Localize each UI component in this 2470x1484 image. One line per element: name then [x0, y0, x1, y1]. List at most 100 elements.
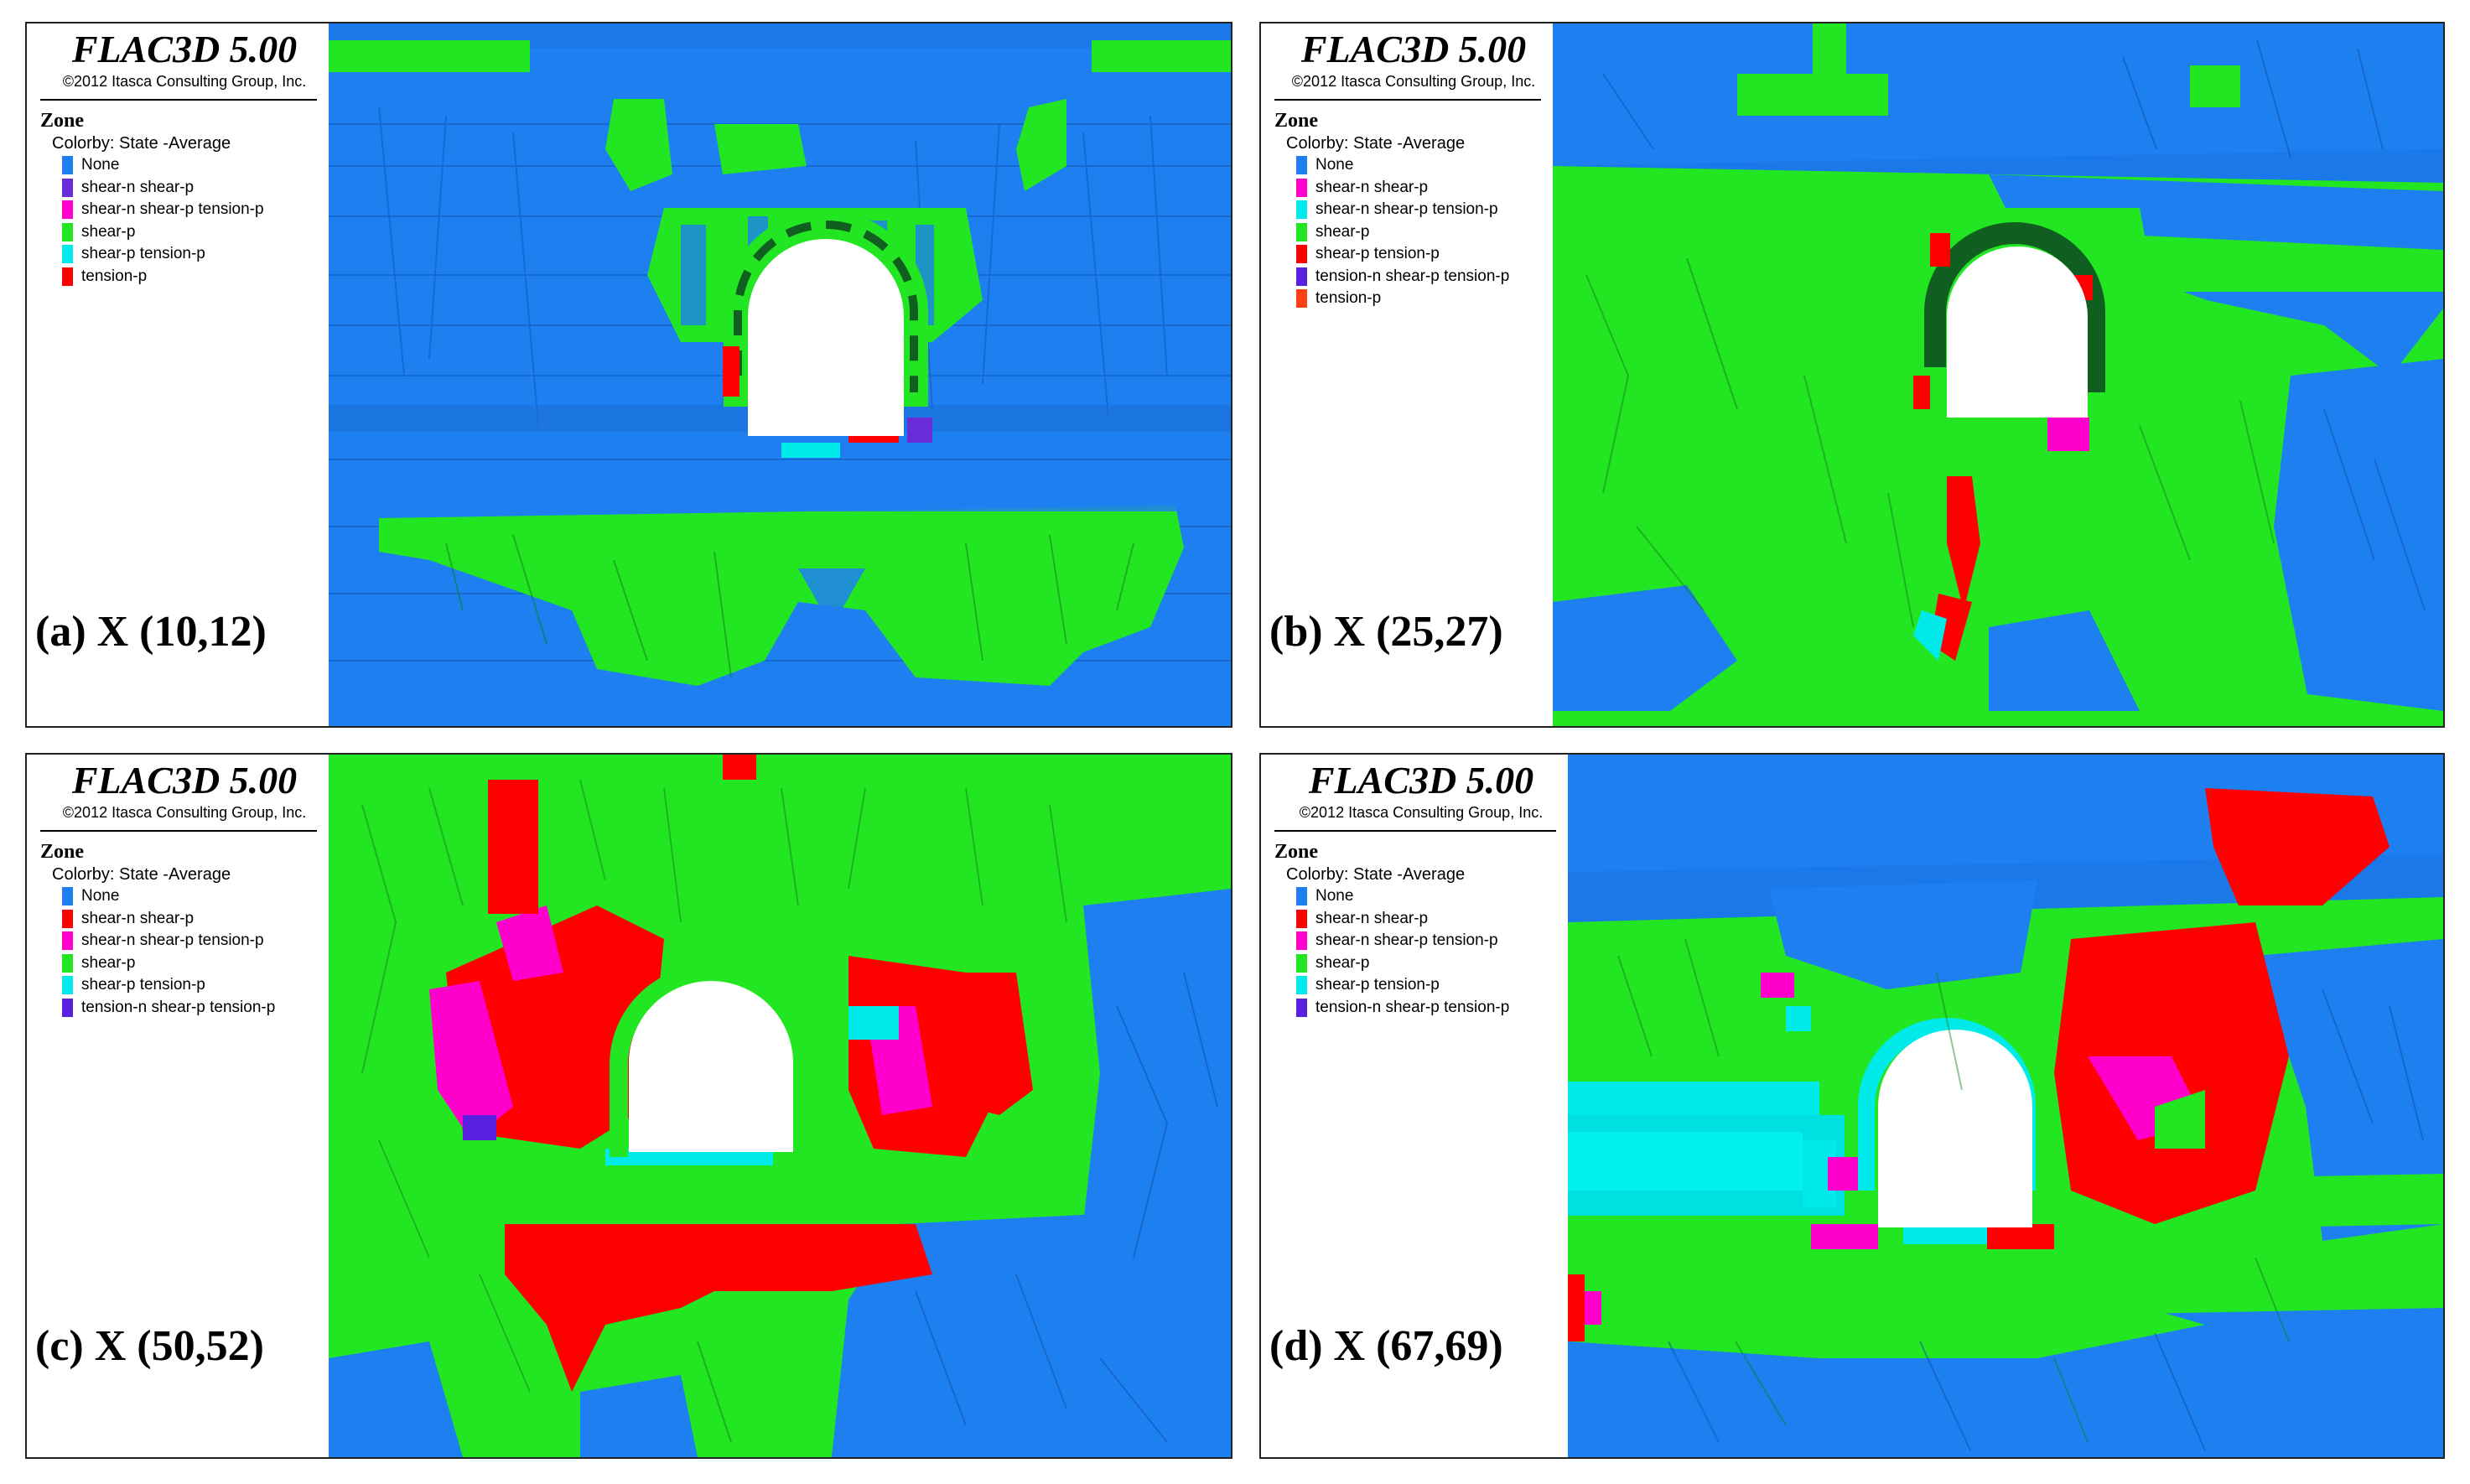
- legend-entry: shear-n shear-p tension-p: [62, 199, 329, 221]
- legend-label: shear-p tension-p: [1315, 976, 1440, 994]
- legend-swatch: [1296, 178, 1307, 197]
- legend-swatch: [62, 887, 73, 906]
- legend-label: shear-p tension-p: [1315, 245, 1440, 262]
- legend-entry: shear-p tension-p: [1296, 243, 1553, 266]
- plot-svg: [1553, 23, 2443, 726]
- legend-b: FLAC3D 5.00 ©2012 Itasca Consulting Grou…: [1261, 23, 1553, 726]
- panel-c: FLAC3D 5.00 ©2012 Itasca Consulting Grou…: [25, 753, 1232, 1459]
- legend-label: None: [81, 156, 120, 174]
- legend-entry: shear-p: [1296, 221, 1553, 244]
- legend-swatch: [62, 156, 73, 175]
- plot-svg: [329, 23, 1231, 726]
- legend-entry: tension-p: [1296, 288, 1553, 310]
- legend-label: shear-n shear-p: [81, 909, 195, 927]
- plot-svg: [329, 755, 1231, 1457]
- state-plot-c: [329, 755, 1231, 1457]
- zone-label: Zone: [40, 110, 85, 132]
- brand-title: FLAC3D 5.00: [71, 759, 298, 802]
- legend-label: tension-n shear-p tension-p: [1315, 998, 1510, 1016]
- legend-entry: shear-n shear-p: [62, 177, 329, 200]
- legend-entries: None shear-n shear-p shear-n shear-p tensi…: [40, 154, 329, 288]
- legend-label: shear-n shear-p: [1315, 909, 1429, 927]
- legend-label: shear-n shear-p: [1315, 178, 1429, 196]
- legend-swatch: [1296, 245, 1307, 264]
- panel-a: FLAC3D 5.00 ©2012 Itasca Consulting Grou…: [25, 22, 1232, 728]
- legend-label: shear-n shear-p tension-p: [81, 200, 264, 218]
- legend-entry: shear-n shear-p: [62, 908, 329, 931]
- brand-title: FLAC3D 5.00: [71, 28, 298, 70]
- legend-entries: None shear-n shear-p shear-n shear-p tensi…: [40, 885, 329, 1019]
- legend-label: tension-n shear-p tension-p: [81, 998, 276, 1016]
- legend-entry: tension-n shear-p tension-p: [1296, 266, 1553, 288]
- legend-entries: None shear-n shear-p shear-n shear-p tensi…: [1274, 154, 1553, 310]
- legend-label: tension-p: [1315, 289, 1382, 307]
- legend-entry: shear-n shear-p tension-p: [1296, 199, 1553, 221]
- legend-entry: shear-p: [62, 952, 329, 975]
- state-plot-a: [329, 23, 1231, 726]
- copyright: ©2012 Itasca Consulting Group, Inc.: [62, 73, 307, 90]
- legend-label: shear-p tension-p: [81, 245, 205, 262]
- legend-entry: tension-p: [62, 266, 329, 288]
- legend-entry: shear-p tension-p: [1296, 974, 1568, 997]
- zone-label: Zone: [1274, 110, 1319, 132]
- legend-label: None: [1315, 156, 1354, 174]
- legend-entry: shear-p tension-p: [62, 974, 329, 997]
- legend-swatch: [62, 976, 73, 995]
- panel-caption: (a) X (10,12): [35, 608, 267, 656]
- legend-swatch: [1296, 909, 1307, 928]
- legend-entry: None: [62, 154, 329, 177]
- legend-entries: None shear-n shear-p shear-n shear-p tensi…: [1274, 885, 1568, 1019]
- legend-swatch: [62, 267, 73, 286]
- legend-label: shear-p: [81, 953, 136, 972]
- panel-d: FLAC3D 5.00 ©2012 Itasca Consulting Grou…: [1259, 753, 2445, 1459]
- legend-label: shear-n shear-p: [81, 178, 195, 196]
- brand-title: FLAC3D 5.00: [1300, 28, 1527, 70]
- legend-label: shear-p: [81, 222, 136, 241]
- legend-swatch: [1296, 976, 1307, 995]
- legend-divider: [1274, 99, 1541, 101]
- legend-divider: [40, 830, 317, 832]
- legend-swatch: [62, 245, 73, 264]
- legend-label: shear-n shear-p tension-p: [1315, 200, 1498, 218]
- legend-swatch: [1296, 200, 1307, 220]
- legend-swatch: [1296, 931, 1307, 951]
- legend-swatch: [62, 909, 73, 928]
- legend-swatch: [1296, 267, 1307, 286]
- legend-entry: None: [62, 885, 329, 908]
- copyright: ©2012 Itasca Consulting Group, Inc.: [1291, 73, 1536, 90]
- legend-label: None: [81, 887, 120, 905]
- legend-label: tension-p: [81, 267, 148, 285]
- legend-swatch: [1296, 998, 1307, 1017]
- legend-entry: tension-n shear-p tension-p: [1296, 997, 1568, 1020]
- brand-title: FLAC3D 5.00: [1308, 759, 1534, 802]
- legend-swatch: [1296, 222, 1307, 241]
- legend-label: None: [1315, 887, 1354, 905]
- colorby-label: Colorby: State -Average: [52, 865, 231, 884]
- legend-divider: [1274, 830, 1556, 832]
- legend-d: FLAC3D 5.00 ©2012 Itasca Consulting Grou…: [1261, 755, 1568, 1457]
- legend-entry: tension-n shear-p tension-p: [62, 997, 329, 1020]
- legend-swatch: [1296, 887, 1307, 906]
- zone-label: Zone: [40, 841, 85, 863]
- legend-entry: shear-n shear-p tension-p: [62, 930, 329, 952]
- legend-a: FLAC3D 5.00 ©2012 Itasca Consulting Grou…: [27, 23, 329, 726]
- panel-b: FLAC3D 5.00 ©2012 Itasca Consulting Grou…: [1259, 22, 2445, 728]
- legend-swatch: [1296, 156, 1307, 175]
- copyright: ©2012 Itasca Consulting Group, Inc.: [62, 804, 307, 821]
- legend-entry: None: [1296, 154, 1553, 177]
- legend-label: shear-n shear-p tension-p: [81, 931, 264, 949]
- legend-swatch: [1296, 289, 1307, 309]
- legend-swatch: [62, 998, 73, 1017]
- legend-swatch: [62, 222, 73, 241]
- legend-label: shear-p tension-p: [81, 976, 205, 994]
- legend-c: FLAC3D 5.00 ©2012 Itasca Consulting Grou…: [27, 755, 329, 1457]
- legend-swatch: [62, 200, 73, 220]
- legend-swatch: [62, 931, 73, 951]
- legend-entry: None: [1296, 885, 1568, 908]
- state-plot-d: [1568, 755, 2443, 1457]
- legend-entry: shear-p: [62, 221, 329, 244]
- legend-entry: shear-n shear-p: [1296, 908, 1568, 931]
- legend-entry: shear-n shear-p tension-p: [1296, 930, 1568, 952]
- legend-swatch: [62, 178, 73, 197]
- colorby-label: Colorby: State -Average: [1286, 865, 1466, 884]
